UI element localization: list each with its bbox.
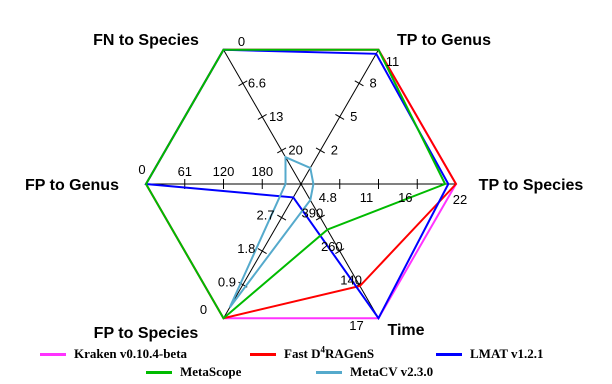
tick-label-time-3: 17 <box>349 318 363 333</box>
legend-label-fast-d4ragens-post: RAGenS <box>324 346 375 361</box>
axis-title-fn-to-species: FN to Species <box>93 32 199 49</box>
legend-label-metascope: MetaScope <box>180 364 242 379</box>
radar-series <box>144 48 458 321</box>
tick-label-fn-to-species-2: 6.6 <box>248 75 266 90</box>
tick-mark-fn-to-species-0 <box>277 147 287 154</box>
tick-label-tp-to-species-0: 4.8 <box>319 190 337 205</box>
tick-label-tp-to-species-1: 11 <box>360 190 374 205</box>
tick-mark-tp-to-genus-0 <box>315 147 325 154</box>
legend-item-metascope: MetaScope <box>146 362 241 382</box>
tick-mark-fp-to-species-1 <box>257 248 267 255</box>
legend-item-metacv: MetaCV v2.3.0 <box>316 362 433 382</box>
legend-label-fast-d4ragens-sup: 4 <box>320 344 325 355</box>
radar-labels: TP to Species 4.8 11 16 22 Time 390 260 140 17 FP … <box>25 32 583 342</box>
tick-label-fp-to-genus-0: 180 <box>251 164 273 179</box>
axis-title-tp-to-species: TP to Species <box>479 177 584 194</box>
legend-label-kraken: Kraken v0.10.4-beta <box>74 346 188 361</box>
legend-item-kraken: Kraken v0.10.4-beta <box>40 344 187 364</box>
legend-row-1: Kraken v0.10.4-beta Fast D4RAGenS LMAT v… <box>0 344 612 364</box>
legend-row-2: MetaScope MetaCV v2.3.0 <box>0 362 612 382</box>
tick-mark-tp-to-genus-2 <box>354 80 364 87</box>
legend-swatch-metacv <box>316 370 342 374</box>
series-metacv-v2-3-0 <box>228 155 315 309</box>
legend-swatch-fast-d4ragens <box>250 352 276 356</box>
legend-label-lmat: LMAT v1.2.1 <box>470 346 544 361</box>
legend-swatch-lmat <box>436 352 462 356</box>
axis-title-tp-to-genus: TP to Genus <box>397 32 491 49</box>
tick-label-tp-to-species-3: 22 <box>453 192 467 207</box>
tick-mark-time-0 <box>315 214 325 221</box>
legend: Kraken v0.10.4-beta Fast D4RAGenS LMAT v… <box>0 340 612 384</box>
radar-grid <box>146 49 456 319</box>
tick-label-fp-to-genus-3: 0 <box>138 162 145 177</box>
legend-item-lmat: LMAT v1.2.1 <box>436 344 544 364</box>
axis-title-fp-to-species: FP to Species <box>94 325 199 342</box>
tick-label-tp-to-genus-2: 8 <box>369 75 376 90</box>
tick-label-tp-to-genus-0: 2 <box>331 142 338 157</box>
legend-swatch-kraken <box>40 352 66 356</box>
tick-label-fp-to-species-1: 1.8 <box>237 241 255 256</box>
tick-mark-fp-to-species-0 <box>277 214 287 221</box>
tick-mark-fn-to-species-2 <box>238 80 248 87</box>
tick-mark-fn-to-species-1 <box>257 113 267 120</box>
tick-label-fp-to-genus-2: 61 <box>178 164 192 179</box>
tick-mark-time-1 <box>335 248 345 255</box>
tick-label-fn-to-species-1: 13 <box>269 109 283 124</box>
tick-label-time-0: 390 <box>302 206 324 221</box>
tick-label-tp-to-genus-3: 11 <box>386 54 400 69</box>
tick-label-tp-to-species-2: 16 <box>398 190 412 205</box>
tick-label-fp-to-species-2: 0.9 <box>218 275 236 290</box>
tick-label-fp-to-species-0: 2.7 <box>257 208 275 223</box>
tick-mark-tp-to-genus-1 <box>335 113 345 120</box>
axis-title-time: Time <box>387 322 424 339</box>
tick-label-time-2: 140 <box>340 273 362 288</box>
tick-label-tp-to-genus-1: 5 <box>350 109 357 124</box>
axis-title-fp-to-genus: FP to Genus <box>25 177 119 194</box>
legend-label-metacv: MetaCV v2.3.0 <box>350 364 434 379</box>
legend-swatch-metascope <box>146 370 172 374</box>
legend-item-fast-d4ragens: Fast D4RAGenS <box>250 344 374 364</box>
tick-label-fn-to-species-0: 20 <box>288 142 302 157</box>
tick-label-fp-to-species-3: 0 <box>200 302 207 317</box>
legend-label-fast-d4ragens-pre: Fast D <box>284 346 321 361</box>
tick-label-fp-to-genus-1: 120 <box>213 164 235 179</box>
tick-label-fn-to-species-3: 0 <box>238 34 245 49</box>
tick-label-time-1: 260 <box>321 239 343 254</box>
series-metascope <box>144 48 447 320</box>
